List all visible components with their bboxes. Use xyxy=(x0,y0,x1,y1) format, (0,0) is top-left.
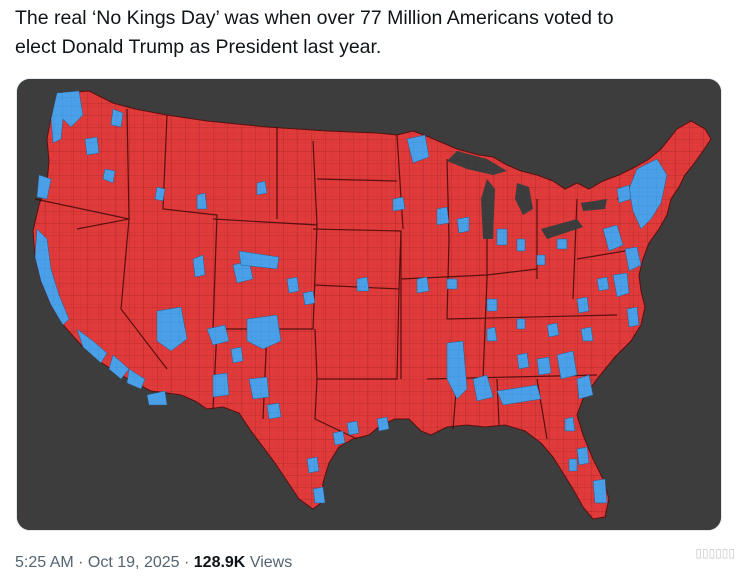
tweet-meta: 5:25 AM · Oct 19, 2025 · 128.9K Views xyxy=(15,554,292,572)
meta-separator-2: · xyxy=(179,554,194,571)
tweet-time[interactable]: 5:25 AM xyxy=(15,554,74,571)
tweet-image[interactable] xyxy=(16,78,722,531)
us-county-map xyxy=(17,79,721,530)
tweet-text: The real ‘No Kings Day’ was when over 77… xyxy=(15,7,614,58)
views-label: Views xyxy=(249,554,293,571)
meta-separator: · xyxy=(73,554,88,571)
tweet-date[interactable]: Oct 19, 2025 xyxy=(87,554,180,571)
views-count: 128.9K xyxy=(193,554,246,571)
watermark: ▯▯▯▯▯▯ xyxy=(695,546,735,560)
